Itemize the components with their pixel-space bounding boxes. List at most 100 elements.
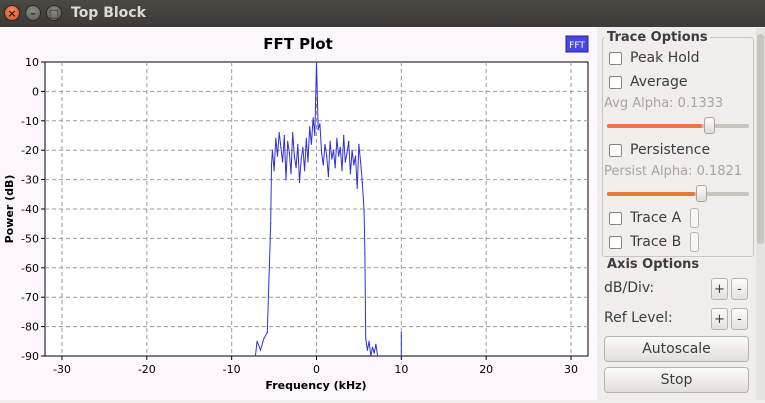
fft-data-point [278,132,280,134]
fft-data-point [254,355,256,357]
fft-data-point [331,158,333,160]
fft-data-point [365,337,367,339]
fft-data-point [271,149,273,151]
fft-data-point [300,158,302,160]
ref-level-plus-button[interactable]: + [711,308,728,330]
fft-data-point [292,132,294,134]
stop-button[interactable]: Stop [604,367,749,393]
average-box[interactable] [609,75,622,89]
fft-plot-area[interactable]: FFT Plot 10 0 -10 -20 -30 -40 -50 -60 -70 -80 -90 … [0,27,597,400]
y-axis-ticks: 10 0 -10 -20 -30 -40 -50 -60 -70 -80 -90 [21,56,45,363]
fft-data-point [346,152,348,154]
trace-a-box[interactable] [609,211,622,225]
fft-data-point [276,155,279,157]
persist-alpha-slider-handle[interactable] [696,185,707,202]
avg-alpha-slider-handle[interactable] [704,117,715,134]
avg-alpha-slider[interactable] [607,117,749,134]
fft-data-point [338,155,340,157]
peak-hold-box[interactable] [609,51,622,65]
y-tick-label: 10 [25,56,39,69]
control-panel: Trace Options Peak Hold Average Avg Alph… [598,27,765,403]
fft-plot[interactable]: FFT Plot 100-10-20-30-40-50-60-70-80-90 … [0,27,597,400]
y-tick-label: -80 [21,321,39,334]
legend: FFT [565,35,589,53]
average-label: Average [630,74,688,90]
fft-data-point [349,173,351,175]
fft-data-point [295,167,297,169]
fft-data-point [307,161,309,163]
fft-data-point [334,167,336,169]
fft-data-point [302,146,304,148]
fft-data-point [336,137,338,139]
persistence-label: Persistence [630,142,711,158]
fft-data-point [332,149,335,151]
fft-data-point [319,123,321,125]
fft-data-point [273,170,275,172]
peak-hold-checkbox[interactable]: Peak Hold [609,50,700,66]
fft-data-point [256,340,258,342]
fft-data-point [270,223,272,225]
fft-data-point [343,134,345,137]
trace-b-color-button[interactable] [690,232,699,252]
x-tick-label: -30 [53,363,71,376]
fft-data-point [270,164,273,166]
x-tick-label: 30 [564,363,578,376]
scrollbar-thumb[interactable] [757,34,764,244]
axis-options-title: Axis Options [605,257,702,272]
y-tick-label: -70 [21,291,39,304]
fft-data-point [377,355,379,357]
db-div-minus-button[interactable]: - [731,278,748,300]
persistence-box[interactable] [609,143,622,157]
fft-data-point [275,137,277,139]
minimize-window-icon[interactable]: – [25,5,41,21]
fft-data-point [373,352,375,354]
fft-data-point [321,152,323,154]
window-title: Top Block [71,5,146,21]
persistence-checkbox[interactable]: Persistence [609,142,710,158]
autoscale-button[interactable]: Autoscale [604,336,749,362]
ref-level-minus-button[interactable]: - [731,308,748,330]
peak-hold-label: Peak Hold [630,50,700,66]
fft-data-point [361,181,363,184]
y-tick-label: -40 [21,203,39,216]
x-axis-ticks: -30 -20 -10 0 10 20 30 [53,356,578,376]
trace-b-label: Trace B [630,234,682,250]
x-tick-label: 0 [313,363,320,376]
fft-data-point [375,343,377,345]
y-tick-label: -90 [21,350,39,363]
fft-data-point [400,331,402,334]
fft-data-point [259,349,262,351]
fft-data-point [290,173,292,175]
db-div-plus-button[interactable]: + [711,278,728,300]
fft-data-point [364,252,366,254]
maximize-window-icon[interactable]: □ [46,5,62,21]
fft-data-point [358,143,360,145]
average-checkbox[interactable]: Average [609,74,688,90]
fft-data-point [263,337,265,339]
fft-data-point [400,355,402,357]
fft-data-point [370,355,372,357]
fft-data-point [327,176,329,178]
db-div-label: dB/Div: [604,280,655,296]
trace-b-box[interactable] [609,235,622,249]
persist-alpha-slider[interactable] [607,185,749,202]
legend-swatch [565,35,589,53]
fft-data-point [304,170,306,172]
fft-data-point [339,146,341,148]
x-tick-label: 20 [479,363,493,376]
plot-title: FFT Plot [263,35,333,53]
x-tick-label: -20 [138,363,156,376]
close-window-icon[interactable]: × [4,5,20,21]
trace-b-checkbox[interactable]: Trace B [609,234,681,250]
trace-a-checkbox[interactable]: Trace A [609,210,681,226]
trace-a-color-button[interactable] [690,208,699,228]
fft-data-point [351,149,353,151]
fft-data-point [341,170,343,172]
fft-data-point [324,143,326,145]
vertical-scrollbar[interactable] [756,28,765,400]
fft-data-point [360,161,362,163]
fft-data-point [344,161,346,163]
fft-data-point [317,129,319,131]
fft-data-point [297,143,299,145]
window-titlebar: × – □ Top Block [0,0,765,27]
